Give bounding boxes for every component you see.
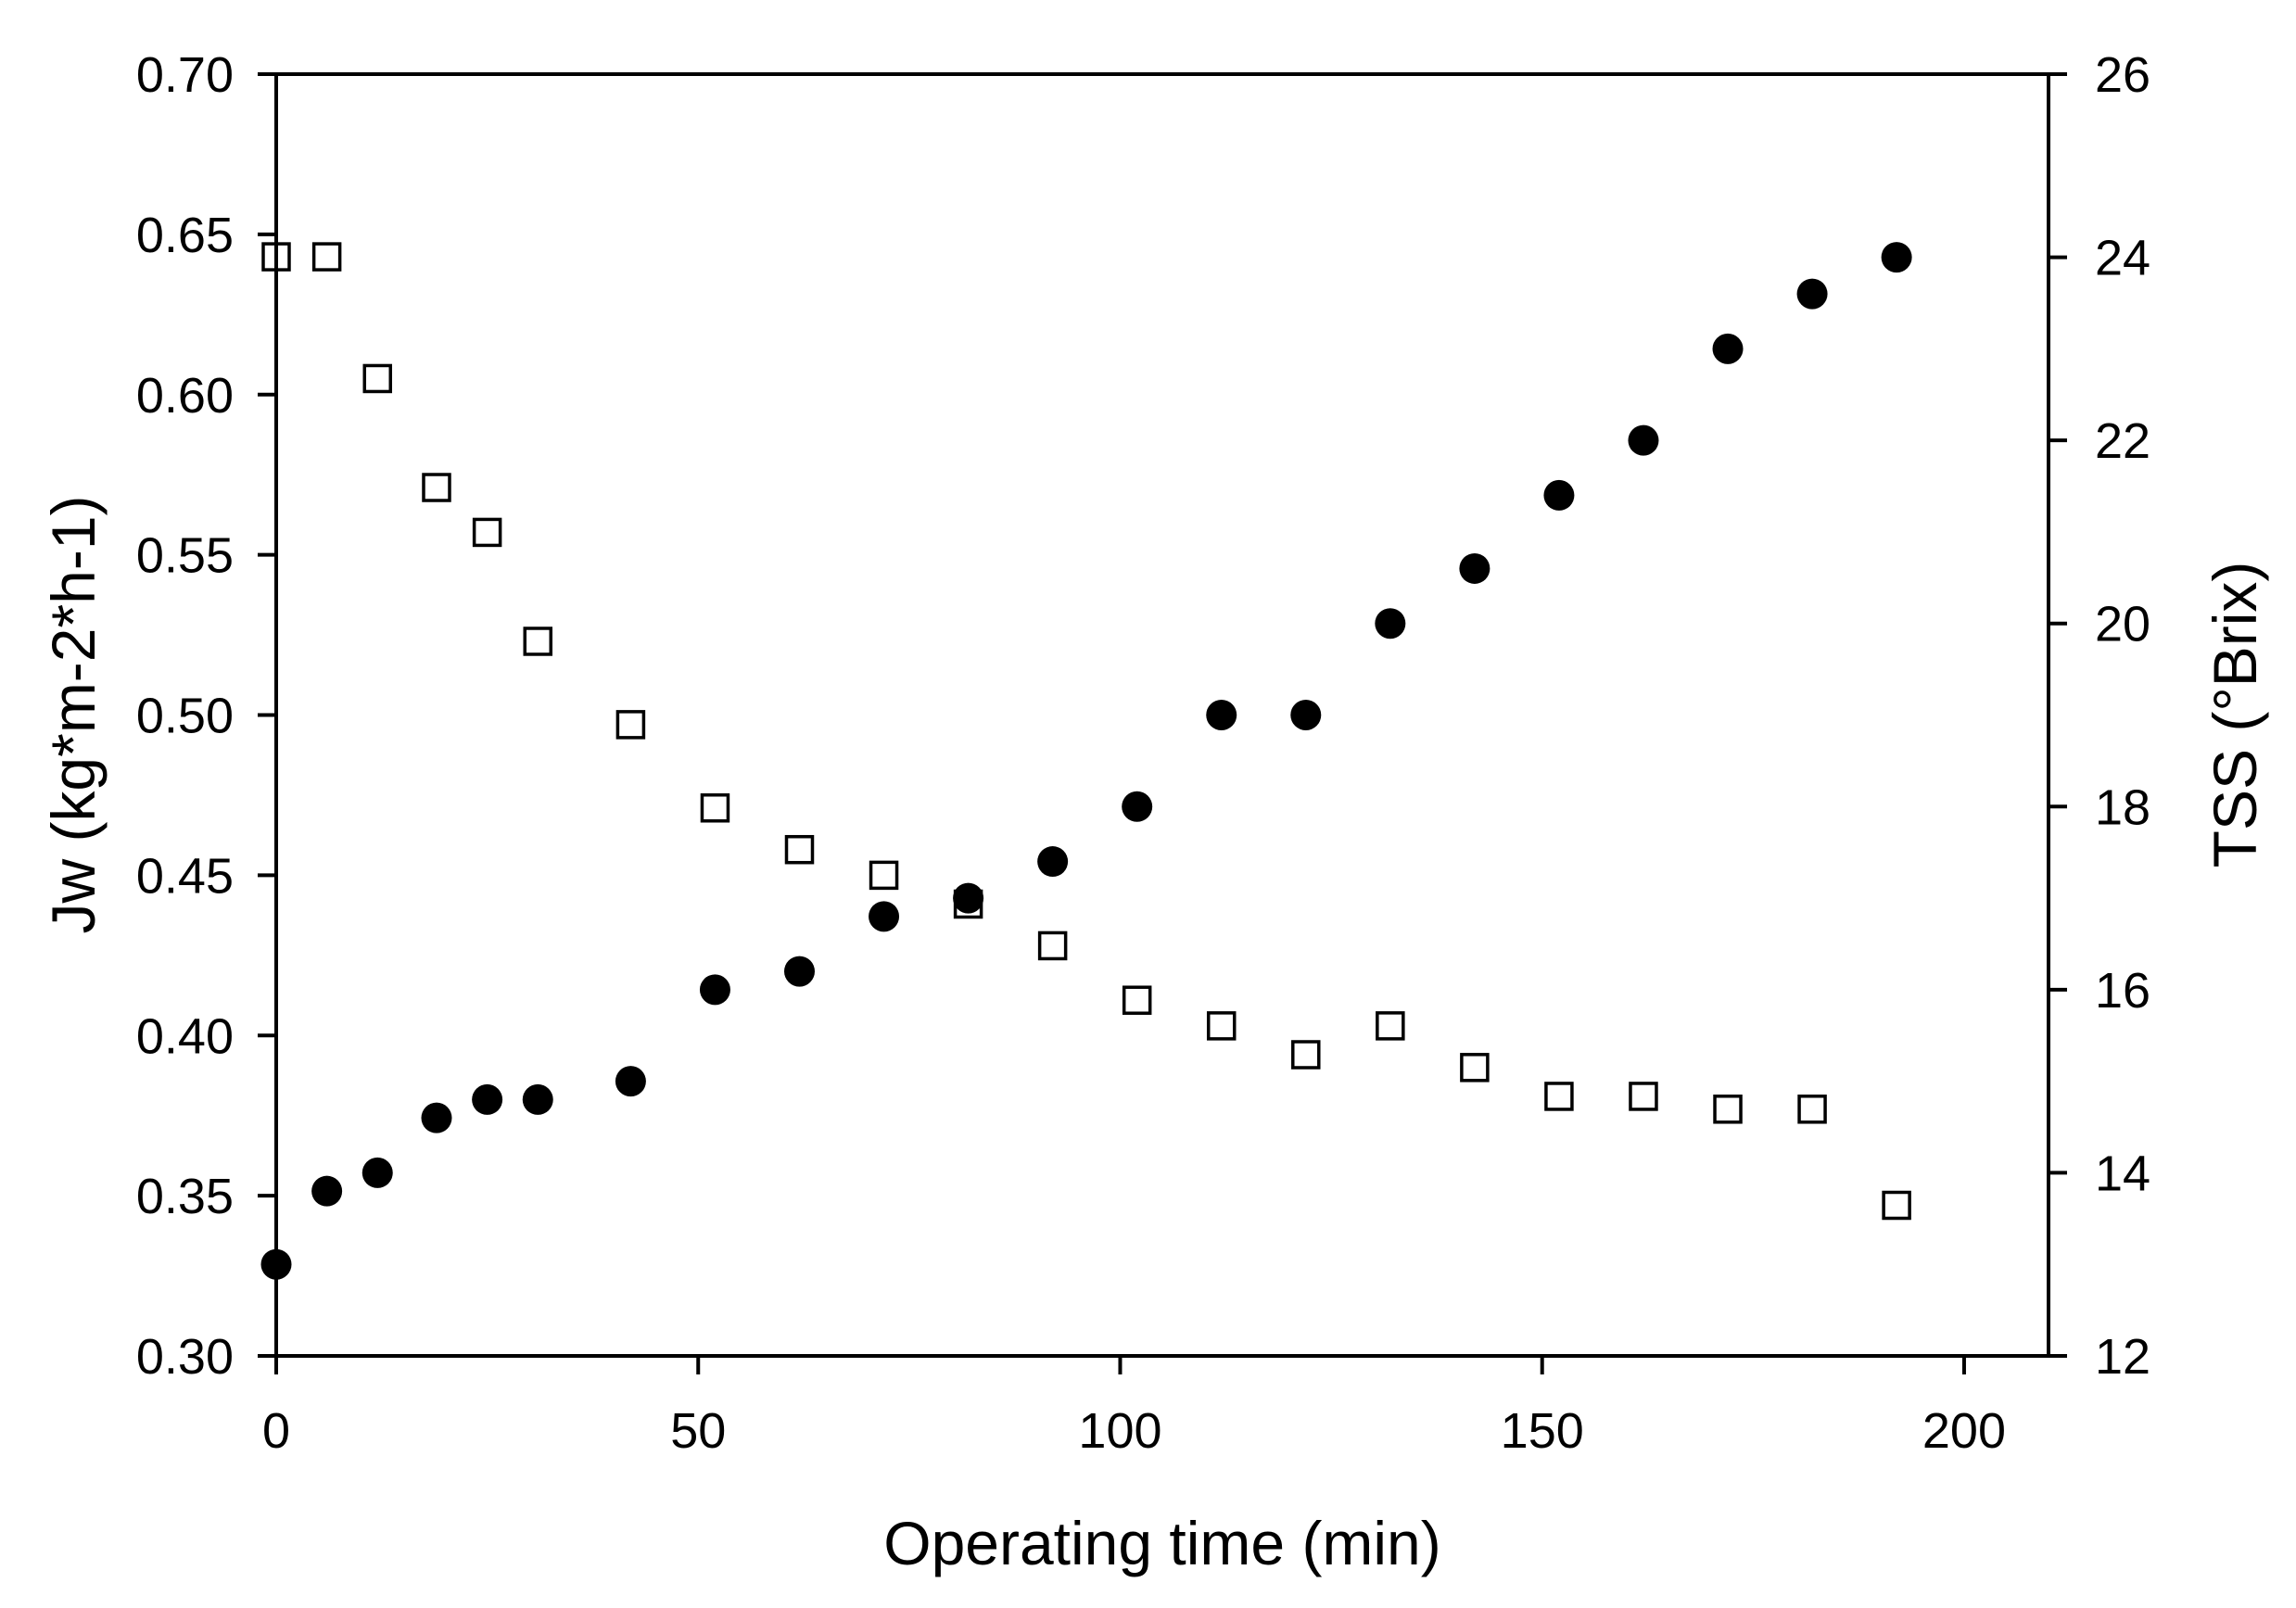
jw-square-marker	[1037, 931, 1068, 961]
tss-circle-marker	[1122, 791, 1153, 822]
plot-frame-layer	[274, 72, 2050, 1358]
jw-square-marker	[1460, 1053, 1490, 1083]
x-tick-label: 100	[1078, 1403, 1161, 1459]
jw-square-marker	[1206, 1011, 1237, 1041]
tss-circle-marker	[869, 901, 900, 932]
jw-square-marker	[362, 363, 393, 394]
jw-series-layer	[261, 242, 1911, 1221]
tss-circle-marker	[615, 1066, 646, 1097]
y-left-tick-label: 0.35	[136, 1169, 234, 1224]
tss-circle-marker	[699, 974, 730, 1006]
x-axis-title: Operating time (min)	[883, 1509, 1441, 1577]
tss-circle-marker	[1796, 278, 1828, 310]
y-right-tick-label: 24	[2095, 231, 2150, 286]
jw-square-marker	[1629, 1082, 1658, 1111]
tss-series-layer	[260, 242, 1912, 1280]
tss-circle-marker	[362, 1157, 393, 1188]
jw-square-marker	[311, 242, 342, 272]
x-tick-label: 50	[670, 1403, 726, 1459]
y-right-tick-label: 16	[2095, 963, 2150, 1019]
y-right-tick-label: 26	[2095, 47, 2150, 103]
jw-square-marker	[784, 834, 815, 865]
tss-circle-marker	[311, 1175, 343, 1207]
tss-circle-marker	[953, 882, 984, 914]
tss-circle-marker	[1628, 424, 1659, 456]
y-right-tick-label: 22	[2095, 413, 2150, 469]
y-right-tick-label: 14	[2095, 1146, 2150, 1201]
y-left-tick-label: 0.45	[136, 848, 234, 904]
y-left-tick-label: 0.50	[136, 689, 234, 744]
x-tick-label: 0	[262, 1403, 290, 1459]
axis-tick-layer	[258, 72, 2067, 1374]
tss-circle-marker	[1375, 608, 1406, 639]
y-left-tick-label: 0.30	[136, 1329, 234, 1385]
y-left-tick-label: 0.60	[136, 368, 234, 424]
jw-square-marker	[523, 627, 552, 656]
jw-square-marker	[1797, 1095, 1827, 1124]
tss-circle-marker	[421, 1102, 452, 1133]
y-right-tick-label: 18	[2095, 779, 2150, 835]
jw-square-marker	[869, 860, 899, 891]
jw-square-marker	[1882, 1190, 1911, 1221]
jw-square-marker	[615, 710, 646, 740]
y-left-tick-label: 0.70	[136, 47, 234, 103]
y-left-tick-label: 0.65	[136, 208, 234, 263]
tss-circle-marker	[472, 1083, 503, 1115]
y-right-tick-label: 12	[2095, 1329, 2150, 1385]
jw-square-marker	[1713, 1095, 1743, 1124]
tick-label-layer: 0 50 100 150 200 0.30 0.35 0.40 0.45 0.50 0.55 0.60…	[136, 47, 2150, 1459]
jw-square-marker	[472, 517, 502, 548]
jw-square-marker	[1291, 1040, 1321, 1070]
jw-square-marker	[422, 473, 451, 502]
tss-circle-marker	[1459, 552, 1490, 584]
y-axis-title-left: Jw (kg*m-2*h-1)	[39, 495, 108, 933]
tss-circle-marker	[1206, 700, 1237, 730]
y-left-tick-label: 0.40	[136, 1008, 234, 1064]
jw-square-marker	[700, 793, 730, 823]
jw-square-marker	[1376, 1011, 1405, 1041]
tss-circle-marker	[522, 1083, 553, 1115]
jw-square-marker	[261, 242, 291, 272]
tss-circle-marker	[1881, 242, 1912, 273]
tss-circle-marker	[783, 956, 815, 987]
y-left-tick-label: 0.55	[136, 528, 234, 584]
x-tick-label: 150	[1501, 1403, 1584, 1459]
y-right-tick-label: 20	[2095, 597, 2150, 652]
tss-circle-marker	[1543, 479, 1575, 511]
plot-frame	[274, 72, 2050, 1358]
tss-circle-marker	[1290, 700, 1322, 730]
tss-circle-marker	[1037, 846, 1069, 878]
tss-circle-marker	[260, 1248, 292, 1280]
jw-square-marker	[1544, 1082, 1574, 1111]
y-axis-title-right: TSS (°Brix)	[2201, 562, 2269, 868]
tss-circle-marker	[1712, 333, 1744, 364]
jw-square-marker	[1122, 985, 1152, 1015]
x-tick-label: 200	[1922, 1403, 2006, 1459]
